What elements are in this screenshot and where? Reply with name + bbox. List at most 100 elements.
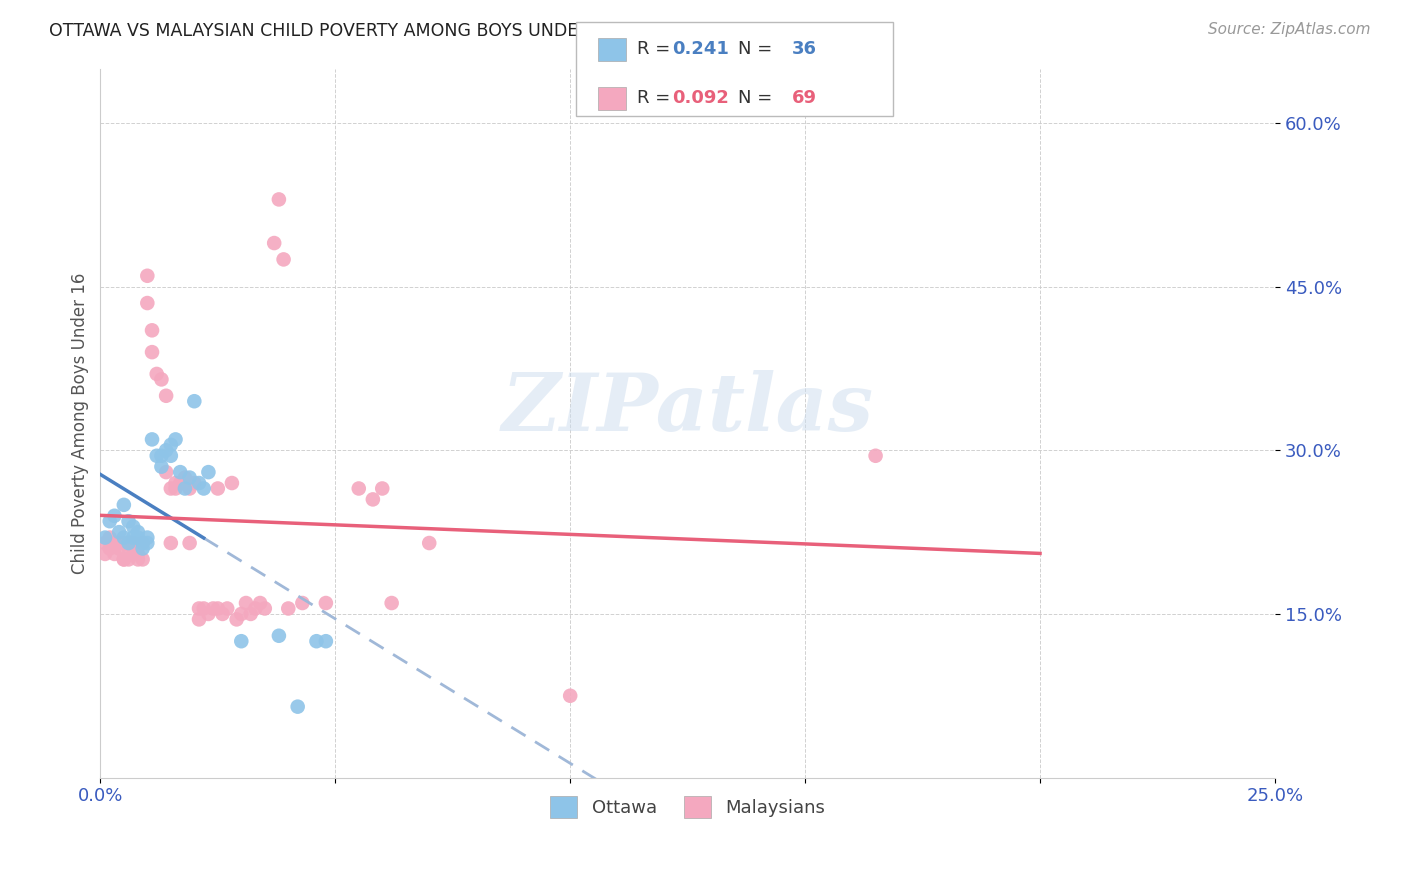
Point [174,470,197,484]
Point [103,508,125,523]
Point [155,389,177,403]
Point [155,443,177,458]
Point [267,629,290,643]
Point [371,482,394,496]
Point [159,482,181,496]
Point [108,541,131,556]
Point [169,476,191,491]
Point [315,634,337,648]
Point [94,547,117,561]
Point [263,235,285,250]
Point [136,296,159,310]
Text: N =: N = [738,40,778,58]
Point [159,449,181,463]
Point [112,536,135,550]
Point [122,541,145,556]
Point [112,552,135,566]
Point [150,449,173,463]
Point [136,531,159,545]
Point [141,345,163,359]
Point [165,482,187,496]
Point [315,596,337,610]
Point [117,514,139,528]
Point [207,482,229,496]
Point [418,536,440,550]
Point [231,607,253,621]
Point [287,699,309,714]
Point [197,465,219,479]
Point [249,596,271,610]
Point [98,514,121,528]
Text: ZIPatlas: ZIPatlas [502,370,873,448]
Point [273,252,295,267]
Point [277,601,299,615]
Point [131,536,153,550]
Point [245,601,267,615]
Point [560,689,582,703]
Point [117,536,139,550]
Point [145,367,167,381]
Text: 69: 69 [792,89,817,107]
Text: R =: R = [637,89,676,107]
Point [347,482,370,496]
Point [188,601,211,615]
Point [865,449,887,463]
Point [122,547,145,561]
Point [122,519,145,533]
Point [145,449,167,463]
Point [183,394,205,409]
Point [165,433,187,447]
Point [127,547,149,561]
Point [169,465,191,479]
Point [108,525,131,540]
Point [141,323,163,337]
Point [136,268,159,283]
Point [239,607,262,621]
Text: 36: 36 [792,40,817,58]
Point [103,536,125,550]
Point [112,498,135,512]
Point [127,531,149,545]
Point [150,459,173,474]
Text: 0.092: 0.092 [672,89,728,107]
Point [231,634,253,648]
Point [94,531,117,545]
Point [141,433,163,447]
Y-axis label: Child Poverty Among Boys Under 16: Child Poverty Among Boys Under 16 [72,272,89,574]
Text: N =: N = [738,89,778,107]
Point [197,607,219,621]
Point [211,607,233,621]
Point [122,531,145,545]
Point [127,525,149,540]
Point [217,601,239,615]
Point [381,596,404,610]
Point [108,536,131,550]
Point [165,476,187,491]
Point [361,492,384,507]
Point [150,372,173,386]
Point [127,552,149,566]
Point [193,601,215,615]
Point [122,536,145,550]
Point [98,531,121,545]
Point [131,536,153,550]
Point [225,612,247,626]
Point [98,541,121,556]
Point [159,438,181,452]
Point [131,541,153,556]
Point [202,601,225,615]
Point [103,536,125,550]
Point [112,552,135,566]
Point [155,465,177,479]
Point [188,476,211,491]
Point [131,552,153,566]
Point [174,482,197,496]
Point [193,482,215,496]
Point [179,482,201,496]
Text: 0.241: 0.241 [672,40,728,58]
Point [188,612,211,626]
Text: OTTAWA VS MALAYSIAN CHILD POVERTY AMONG BOYS UNDER 16 CORRELATION CHART: OTTAWA VS MALAYSIAN CHILD POVERTY AMONG … [49,22,813,40]
Point [117,541,139,556]
Point [117,536,139,550]
Point [183,476,205,491]
